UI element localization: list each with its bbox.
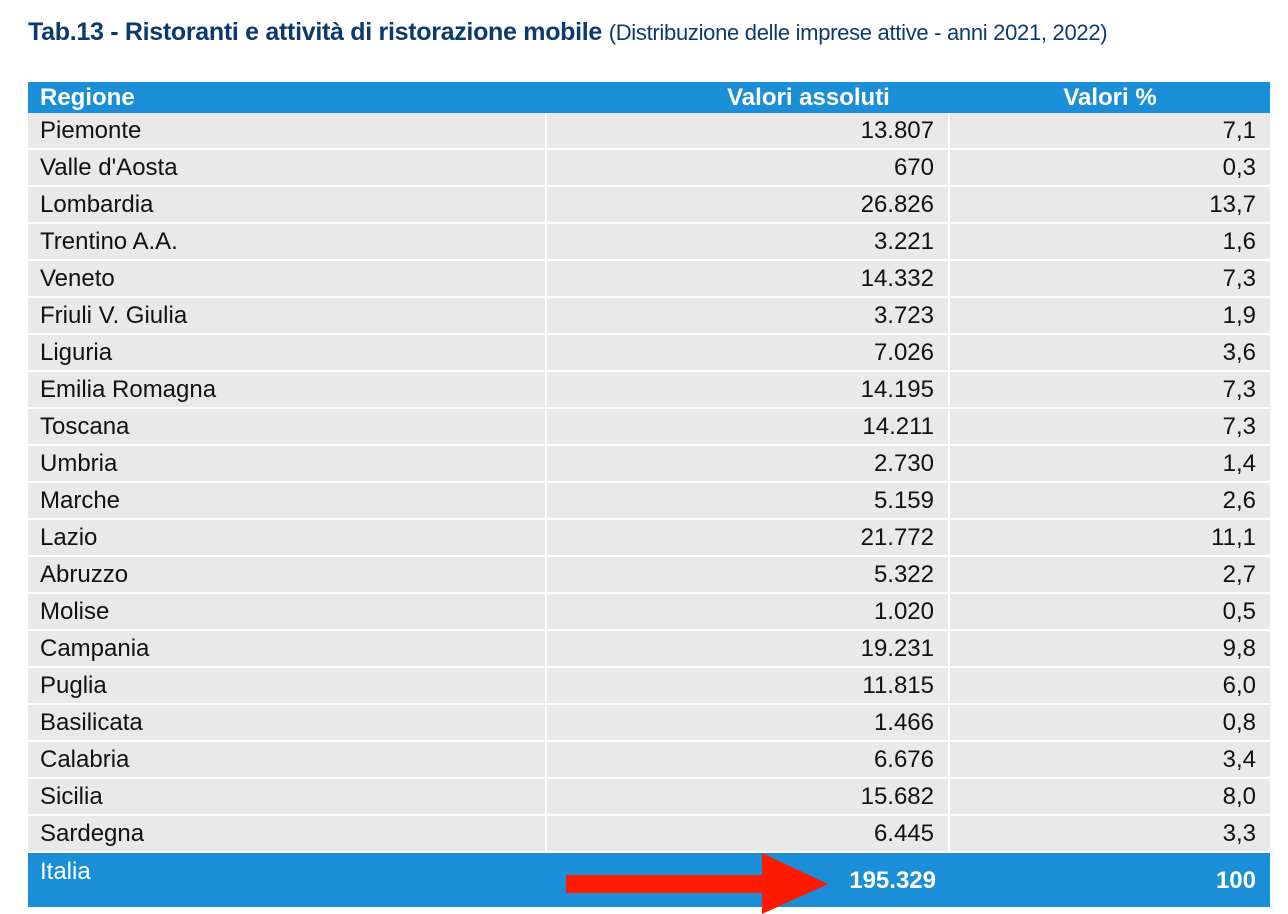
cell-regione: Toscana [28,409,547,444]
table-row: Basilicata 1.466 0,8 [28,705,1270,742]
cell-assoluti: 1.466 [547,705,950,740]
header-valori-percent: Valori % [1063,84,1157,111]
cell-percent: 7,3 [1222,413,1256,440]
cell-regione: Friuli V. Giulia [28,298,547,333]
cell-percent: 6,0 [1222,672,1256,699]
cell-assoluti: 7.026 [547,335,950,370]
table-row: Lazio 21.772 11,1 [28,520,1270,557]
cell-regione: Marche [28,483,547,518]
table-body: Piemonte 13.807 7,1 Valle d'Aosta 670 0,3 Lomb… [28,113,1270,853]
cell-assoluti: 5.159 [547,483,950,518]
cell-percent: 3,3 [1222,820,1256,847]
cell-assoluti: 6.676 [547,742,950,777]
table-row: Sardegna 6.445 3,3 [28,816,1270,853]
table-title: Tab.13 - Ristoranti e attività di ristor… [28,18,1108,47]
cell-regione: Trentino A.A. [28,224,547,259]
cell-assoluti: 14.195 [547,372,950,407]
cell-percent: 1,4 [1222,450,1256,477]
cell-regione: Liguria [28,335,547,370]
table-row: Calabria 6.676 3,4 [28,742,1270,779]
cell-percent: 2,7 [1222,561,1256,588]
cell-regione: Abruzzo [28,557,547,592]
data-table: Regione Valori assoluti Valori % Piemont… [28,82,1270,907]
cell-assoluti: 1.020 [547,594,950,629]
cell-percent: 3,6 [1222,339,1256,366]
table-row: Liguria 7.026 3,6 [28,335,1270,372]
cell-assoluti: 2.730 [547,446,950,481]
header-regione: Regione [40,84,135,111]
cell-assoluti: 15.682 [547,779,950,814]
cell-percent: 11,1 [1211,524,1256,551]
cell-percent: 0,3 [1222,154,1256,181]
cell-assoluti: 11.815 [547,668,950,703]
header-valori-assoluti: Valori assoluti [727,84,890,111]
cell-assoluti: 3.723 [547,298,950,333]
cell-regione: Umbria [28,446,547,481]
total-percent: 100 [1215,867,1256,894]
table-row: Emilia Romagna 14.195 7,3 [28,372,1270,409]
cell-assoluti: 14.211 [547,409,950,444]
cell-percent: 0,8 [1222,709,1256,736]
red-arrow-icon [566,853,828,914]
cell-percent: 9,8 [1222,635,1256,662]
cell-percent: 2,6 [1222,487,1256,514]
table-row: Puglia 11.815 6,0 [28,668,1270,705]
cell-assoluti: 26.826 [547,187,950,222]
table-header: Regione Valori assoluti Valori % [28,82,1270,113]
cell-regione: Piemonte [28,113,547,148]
cell-regione: Sardegna [28,816,547,851]
table-row: Valle d'Aosta 670 0,3 [28,150,1270,187]
cell-percent: 3,4 [1222,746,1256,773]
cell-percent: 1,6 [1222,228,1256,255]
total-regione: Italia [40,858,91,885]
table-row: Umbria 2.730 1,4 [28,446,1270,483]
table-row: Molise 1.020 0,5 [28,594,1270,631]
cell-assoluti: 13.807 [547,113,950,148]
cell-assoluti: 14.332 [547,261,950,296]
cell-regione: Basilicata [28,705,547,740]
cell-percent: 8,0 [1222,783,1256,810]
cell-regione: Molise [28,594,547,629]
cell-regione: Lombardia [28,187,547,222]
cell-percent: 7,3 [1222,376,1256,403]
table-title-subtitle: (Distribuzione delle imprese attive - an… [608,20,1108,45]
table-row: Toscana 14.211 7,3 [28,409,1270,446]
cell-regione: Lazio [28,520,547,555]
cell-regione: Campania [28,631,547,666]
cell-assoluti: 21.772 [547,520,950,555]
cell-assoluti: 6.445 [547,816,950,851]
table-row: Sicilia 15.682 8,0 [28,779,1270,816]
cell-regione: Sicilia [28,779,547,814]
table-row: Marche 5.159 2,6 [28,483,1270,520]
table-row: Campania 19.231 9,8 [28,631,1270,668]
table-row: Friuli V. Giulia 3.723 1,9 [28,298,1270,335]
table-row: Lombardia 26.826 13,7 [28,187,1270,224]
cell-regione: Emilia Romagna [28,372,547,407]
cell-regione: Calabria [28,742,547,777]
cell-assoluti: 19.231 [547,631,950,666]
cell-regione: Veneto [28,261,547,296]
cell-percent: 7,3 [1222,265,1256,292]
cell-assoluti: 670 [547,150,950,185]
table-row: Piemonte 13.807 7,1 [28,113,1270,150]
cell-assoluti: 3.221 [547,224,950,259]
cell-percent: 13,7 [1209,191,1256,218]
cell-percent: 1,9 [1222,302,1256,329]
cell-regione: Puglia [28,668,547,703]
cell-regione: Valle d'Aosta [28,150,547,185]
cell-percent: 0,5 [1222,598,1256,625]
table-row: Abruzzo 5.322 2,7 [28,557,1270,594]
total-assoluti: 195.329 [849,867,936,894]
cell-percent: 7,1 [1222,117,1256,144]
table-title-main: Tab.13 - Ristoranti e attività di ristor… [28,18,603,46]
table-total-row: Italia 195.329 100 [28,853,1270,907]
cell-assoluti: 5.322 [547,557,950,592]
table-row: Veneto 14.332 7,3 [28,261,1270,298]
table-row: Trentino A.A. 3.221 1,6 [28,224,1270,261]
